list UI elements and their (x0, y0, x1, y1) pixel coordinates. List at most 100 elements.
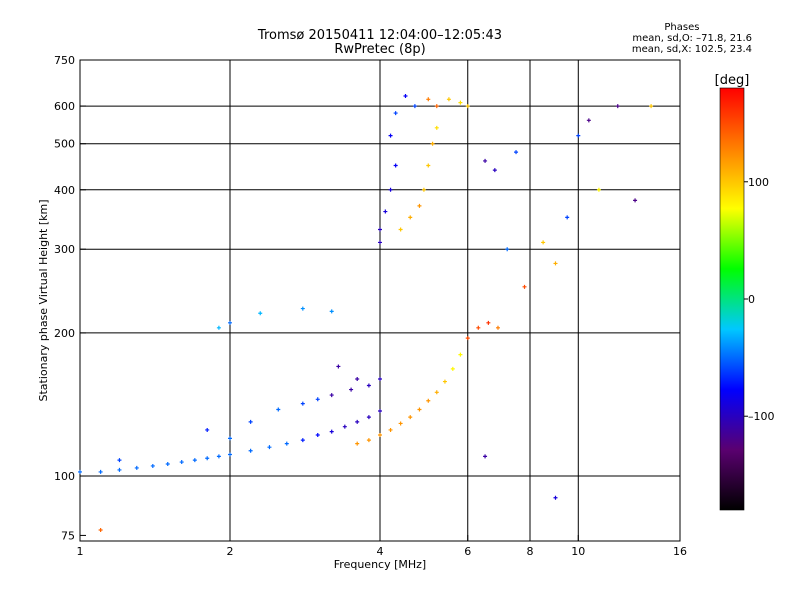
data-point (483, 158, 488, 163)
data-point (315, 397, 320, 402)
x-tick-label: 16 (673, 545, 687, 558)
data-point (417, 407, 422, 412)
data-point (649, 104, 654, 109)
data-point (426, 398, 431, 403)
data-point (465, 104, 470, 109)
data-point (366, 383, 371, 388)
data-point (596, 187, 601, 192)
data-point (179, 460, 184, 465)
data-point (388, 133, 393, 138)
data-point (117, 467, 122, 472)
data-point (248, 419, 253, 424)
data-point (300, 401, 305, 406)
data-point (355, 419, 360, 424)
data-point (248, 448, 253, 453)
data-point (383, 209, 388, 214)
x-tick-label: 6 (464, 545, 471, 558)
data-point (134, 465, 139, 470)
data-point (398, 421, 403, 426)
colorbar-gradient (719, 87, 745, 511)
axes: 1 2 4 6 8 10 16 75 100 200 300 400 500 600 750 Frequenc… (37, 54, 687, 571)
data-point (421, 187, 426, 192)
data-point (393, 111, 398, 116)
data-point (553, 261, 558, 266)
data-point (276, 407, 281, 412)
x-tick-label: 10 (571, 545, 585, 558)
x-tick-label: 4 (377, 545, 384, 558)
x-tick-label: 8 (527, 545, 534, 558)
data-point (633, 198, 638, 203)
y-tick-label: 750 (54, 54, 75, 67)
data-point (300, 438, 305, 443)
data-point (355, 376, 360, 381)
phase-stats-x: mean, sd,X: 102.5, 23.4 (631, 44, 752, 55)
data-point (267, 445, 272, 450)
y-tick-label: 75 (61, 529, 75, 542)
data-point (378, 240, 382, 245)
data-point (329, 393, 334, 398)
phase-stats-label: Phases (664, 22, 700, 33)
data-point (329, 429, 334, 434)
data-point (205, 456, 210, 461)
data-point (450, 366, 455, 371)
x-tick-label: 1 (77, 545, 84, 558)
data-point (446, 97, 451, 102)
x-tick-label: 2 (227, 545, 234, 558)
colorbar-tick-label: 100 (748, 176, 769, 189)
data-point (192, 458, 197, 463)
data-point (434, 125, 439, 130)
data-point (98, 469, 103, 474)
data-point (366, 415, 371, 420)
y-tick-label: 200 (54, 327, 75, 340)
data-point (98, 527, 103, 532)
data-point (615, 104, 620, 109)
data-point (228, 320, 232, 325)
data-point (412, 104, 417, 109)
colorbar-tick-label: 0 (748, 293, 755, 306)
data-point (336, 364, 341, 369)
colorbar-unit-label: [deg] (715, 73, 750, 88)
data-point (366, 438, 371, 443)
phase-stats-o: mean, sd,O: –71.8, 21.6 (632, 33, 752, 44)
data-point (403, 93, 408, 98)
data-point (216, 454, 221, 459)
data-point (505, 247, 510, 252)
data-point (483, 454, 488, 459)
data-point (586, 118, 591, 123)
data-point (514, 150, 519, 155)
data-point (408, 215, 413, 220)
y-tick-label: 600 (54, 100, 75, 113)
plot-area (79, 59, 681, 542)
data-point (495, 325, 500, 330)
data-point (228, 436, 232, 441)
data-point (329, 309, 334, 314)
chart-title-line2: RwPretec (8p) (334, 42, 426, 57)
data-point (492, 168, 497, 173)
data-point (565, 215, 570, 220)
data-point (417, 203, 422, 208)
data-point (378, 409, 382, 414)
data-point (284, 441, 289, 446)
colorbar-tick-label: –100 (748, 410, 775, 423)
colorbar: 100 0 –100 [deg] (715, 73, 775, 511)
data-point (349, 387, 354, 392)
y-tick-label: 400 (54, 184, 75, 197)
data-point (430, 141, 435, 146)
data-point (398, 227, 403, 232)
data-point (315, 432, 320, 437)
chart-title-line1: Tromsø 20150411 12:04:00–12:05:43 (257, 28, 503, 43)
data-point (378, 432, 382, 437)
y-tick-label: 500 (54, 138, 75, 151)
data-point (355, 441, 360, 446)
data-point (426, 163, 431, 168)
data-point (150, 463, 155, 468)
data-point (342, 424, 347, 429)
data-point (458, 352, 463, 357)
data-point (541, 240, 546, 245)
data-point (388, 427, 393, 432)
data-point (576, 133, 581, 138)
data-point (434, 390, 439, 395)
data-point (205, 427, 210, 432)
data-point (465, 336, 470, 341)
data-point (393, 163, 398, 168)
